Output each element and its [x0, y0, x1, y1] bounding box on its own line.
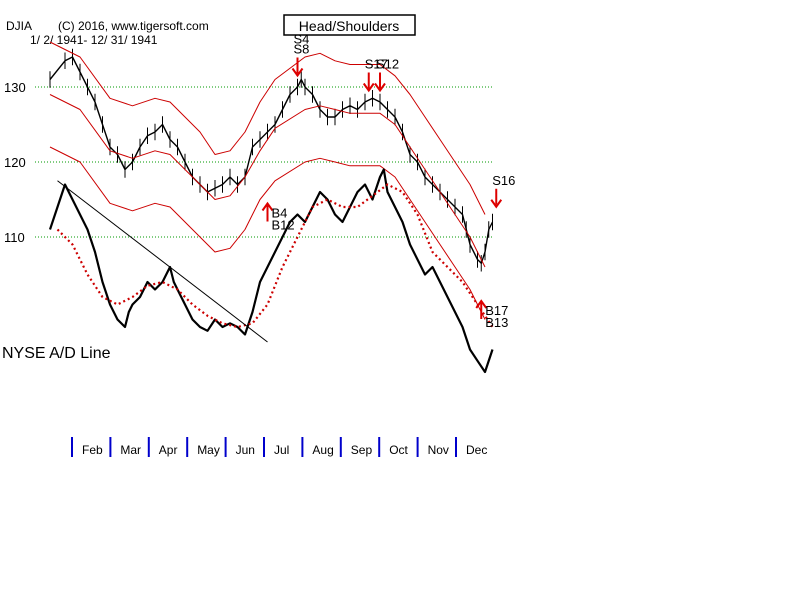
trend-line — [57, 180, 268, 343]
copyright-label: (C) 2016, www.tigersoft.com — [58, 19, 209, 33]
signal-label: S4 — [294, 32, 310, 47]
month-label: Nov — [428, 443, 449, 457]
signal-arrow-icon — [261, 201, 274, 222]
price-band-lower-line — [49, 146, 486, 320]
price-band-upper-line — [49, 41, 486, 215]
month-label: Sep — [351, 443, 373, 457]
price-band-middle-line — [49, 94, 486, 268]
pattern-label-box — [283, 14, 416, 36]
y-tick-label: 130 — [4, 80, 26, 95]
header: DJIA (C) 2016, www.tigersoft.com 1/ 2/ 1… — [6, 14, 416, 47]
month-label: Jun — [236, 443, 255, 457]
series-layer — [48, 41, 494, 374]
signal-arrow-icon — [291, 57, 304, 78]
month-label: Aug — [312, 443, 333, 457]
pattern-label: Head/Shoulders — [299, 18, 399, 34]
y-axis-ticks: 110 120 130 — [4, 80, 26, 245]
month-label: Jul — [274, 443, 289, 457]
signal-label: S17 — [365, 57, 388, 72]
month-label: Apr — [159, 443, 178, 457]
signal-arrow-icon — [475, 299, 488, 319]
month-axis: Feb Mar Apr May Jun Jul Aug Sep Oct Nov Dec — [71, 437, 487, 457]
signal-arrow-icon — [490, 188, 503, 209]
signal-label: S12 — [376, 57, 399, 72]
signal-arrow-icon — [362, 72, 375, 93]
nyse-a-d-line-line — [48, 168, 494, 374]
signal-label: B12 — [272, 218, 295, 233]
month-label: May — [197, 443, 220, 457]
signal-label: B4 — [272, 206, 288, 221]
date-range-label: 1/ 2/ 1941- 12/ 31/ 1941 — [30, 33, 158, 47]
month-label: Feb — [82, 443, 103, 457]
ad-line-label: NYSE A/D Line — [2, 345, 111, 362]
month-label: Dec — [466, 443, 487, 457]
y-tick-label: 120 — [4, 155, 26, 170]
signal-label: B17 — [485, 303, 508, 318]
month-label: Mar — [120, 443, 141, 457]
signal-label: S8 — [294, 42, 310, 57]
month-label: Oct — [389, 443, 408, 457]
y-tick-label: 110 — [4, 230, 25, 245]
signal-arrow-icon — [374, 72, 386, 93]
grid — [35, 86, 492, 238]
signal-label: S16 — [492, 173, 515, 188]
signal-label: B13 — [485, 315, 508, 330]
ticker-label: DJIA — [6, 19, 32, 33]
